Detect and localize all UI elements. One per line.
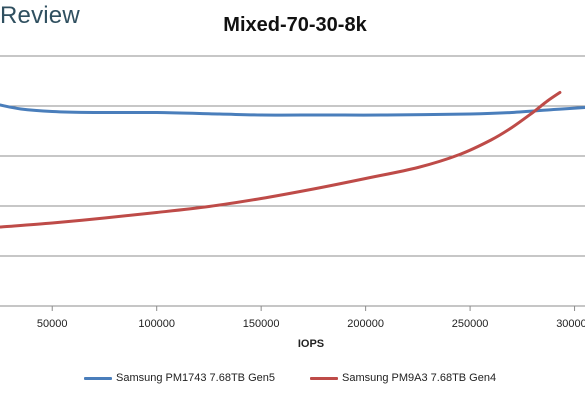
data-point-series-1 xyxy=(155,111,158,114)
legend-swatch-series-2 xyxy=(310,376,338,380)
data-point-series-1 xyxy=(552,108,555,111)
data-point-series-1 xyxy=(469,113,472,116)
data-point-series-2 xyxy=(510,126,513,129)
data-point-series-2 xyxy=(155,211,158,214)
legend-item-series-1: Samsung PM1743 7.68TB Gen5 xyxy=(84,372,275,384)
x-tick-label: 100000 xyxy=(138,318,175,330)
x-tick-label: 200000 xyxy=(347,318,384,330)
data-point-series-2 xyxy=(531,111,534,114)
data-point-series-1 xyxy=(260,114,263,117)
legend-label-series-1: Samsung PM1743 7.68TB Gen5 xyxy=(116,372,275,384)
data-point-series-1 xyxy=(19,108,22,111)
series-line-1 xyxy=(0,103,585,117)
data-point-series-2 xyxy=(364,177,367,180)
data-point-series-1 xyxy=(51,110,54,113)
x-tick-label: 300000 xyxy=(556,318,585,330)
x-axis-label: IOPS xyxy=(298,338,324,350)
data-point-series-2 xyxy=(490,139,493,142)
data-point-series-2 xyxy=(103,217,106,220)
data-point-series-1 xyxy=(218,113,221,116)
legend-swatch-series-1 xyxy=(84,376,112,380)
x-tick-label: 50000 xyxy=(37,318,68,330)
data-point-series-2 xyxy=(546,100,549,103)
gridlines xyxy=(0,55,585,307)
data-point-series-2 xyxy=(51,222,54,225)
data-point-series-1 xyxy=(385,114,388,117)
data-point-series-2 xyxy=(207,205,210,208)
x-axis: 50000 100000 150000 200000 250000 300000 xyxy=(37,306,585,330)
legend-label-series-2: Samsung PM9A3 7.68TB Gen4 xyxy=(342,372,497,384)
chart-title: Mixed-70-30-8k xyxy=(223,14,367,36)
legend: Samsung PM1743 7.68TB Gen5 Samsung PM9A3… xyxy=(0,372,585,390)
data-point-series-2 xyxy=(416,166,419,169)
data-point-series-1 xyxy=(510,111,513,114)
data-point-series-2 xyxy=(458,153,461,156)
data-point-series-2 xyxy=(260,197,263,200)
data-point-series-1 xyxy=(322,114,325,117)
series-lines xyxy=(0,91,585,229)
x-tick-label: 150000 xyxy=(243,318,280,330)
data-point-series-2 xyxy=(312,188,315,191)
data-point-series-1 xyxy=(93,111,96,114)
x-tick-label: 250000 xyxy=(452,318,489,330)
legend-item-series-2: Samsung PM9A3 7.68TB Gen4 xyxy=(310,372,496,384)
data-point-series-2 xyxy=(558,91,561,94)
brand-logo-text: Review xyxy=(0,2,80,29)
series-line-2 xyxy=(0,91,562,229)
